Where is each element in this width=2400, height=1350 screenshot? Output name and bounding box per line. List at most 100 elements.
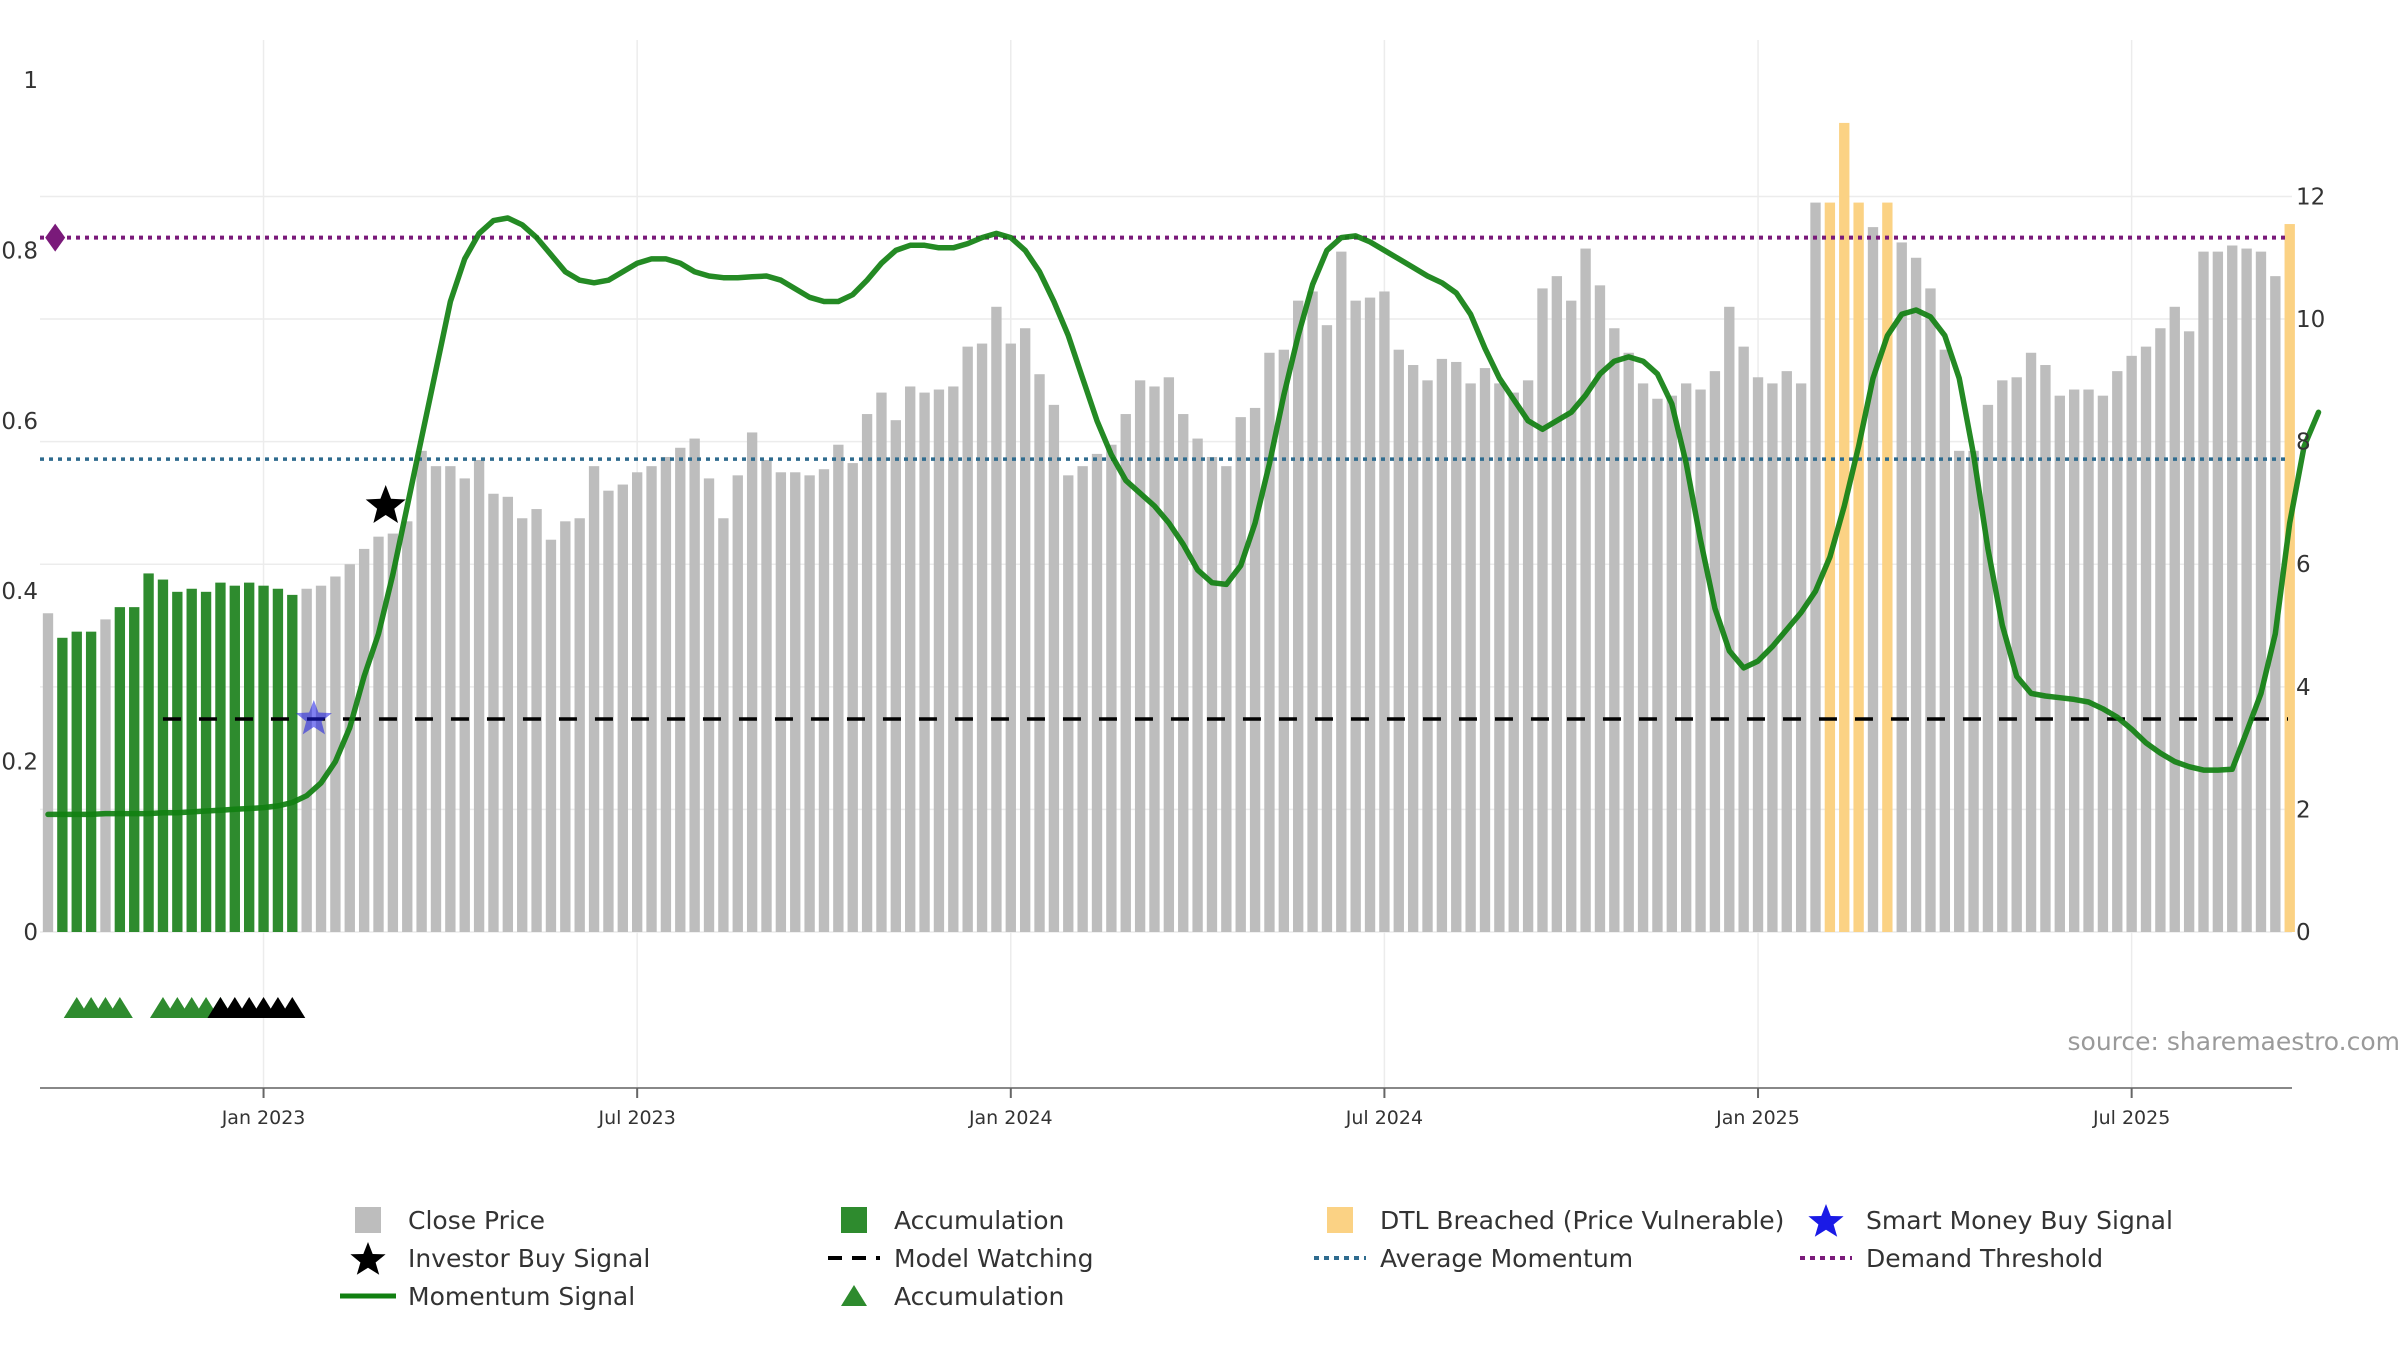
close-price-bar: [100, 619, 111, 932]
accumulation-triangle-green: [106, 997, 133, 1018]
close-price-bar: [919, 392, 930, 932]
accumulation-triangle-black: [279, 997, 306, 1018]
close-price-bar: [1997, 380, 2008, 932]
close-price-bar: [387, 533, 399, 932]
close-price-bar: [991, 306, 1002, 932]
y-right-tick-label: 2: [2296, 797, 2311, 823]
close-price-bar: [1709, 371, 1721, 932]
accumulation-bar: [258, 585, 269, 932]
close-price-bar: [2198, 251, 2209, 932]
accumulation-bar: [157, 579, 169, 932]
close-price-bar: [1134, 380, 1146, 932]
y-right-tick-label: 6: [2296, 552, 2311, 578]
close-price-bar: [545, 539, 557, 932]
close-price-bar: [833, 444, 844, 932]
close-price-bar: [42, 613, 54, 932]
close-price-bar: [1465, 383, 1476, 933]
close-price-bar: [416, 450, 427, 932]
close-price-bar: [1264, 352, 1275, 933]
close-price-bar: [703, 478, 715, 932]
close-price-bar: [1795, 383, 1807, 933]
close-price-bar: [617, 484, 628, 932]
close-price-bar: [847, 463, 858, 932]
close-price-bar: [358, 548, 370, 932]
close-price-bar: [517, 518, 528, 932]
accumulation-bar: [186, 588, 197, 932]
close-price-bar: [976, 343, 988, 932]
demand-threshold-marker: [45, 223, 66, 252]
close-price-bar: [1925, 288, 1936, 933]
close-price-bar: [2227, 245, 2238, 932]
close-price-bar: [1939, 349, 1951, 932]
y-left-tick-label: 1: [23, 68, 38, 94]
x-tick-label: Jul 2023: [598, 1107, 676, 1129]
close-price-bar: [2126, 355, 2137, 932]
y-left-tick-label: 0.8: [1, 238, 38, 264]
close-price-bar: [315, 585, 327, 932]
x-tick-label: Jan 2025: [1715, 1107, 1800, 1129]
close-price-bar: [2140, 346, 2152, 933]
close-price-bar: [1235, 417, 1246, 932]
y-right-tick-label: 0: [2296, 920, 2311, 946]
close-price-bar: [2025, 352, 2037, 933]
close-price-bar: [1954, 450, 1965, 932]
close-price-bar: [1149, 386, 1160, 932]
close-price-bar: [1594, 285, 1606, 932]
accumulation-bar: [114, 607, 126, 932]
close-price-bar: [1005, 343, 1016, 932]
lines-layer: [40, 215, 2322, 818]
close-price-bar: [1580, 248, 1591, 932]
close-price-bar: [1537, 288, 1548, 933]
close-price-bar: [1278, 349, 1289, 932]
dtl-breached-bar: [1853, 202, 1864, 932]
close-price-bar: [2097, 395, 2109, 932]
close-price-bar: [1422, 380, 1433, 932]
close-price-bar: [761, 460, 772, 932]
close-price-bar: [948, 386, 959, 932]
close-price-bar: [1350, 300, 1361, 932]
close-price-bar: [1077, 466, 1088, 932]
close-price-bar: [1609, 328, 1620, 932]
close-price-bar: [459, 478, 470, 932]
close-price-bar: [1666, 395, 1677, 932]
close-price-bar: [1091, 453, 1103, 932]
close-price-bar: [1982, 404, 1994, 933]
accumulation-bar: [272, 588, 284, 932]
close-price-bar: [861, 414, 873, 932]
close-price-bar: [1695, 389, 1706, 933]
close-price-bar: [1810, 202, 1821, 932]
close-price-bar: [1508, 392, 1519, 932]
close-price-bar: [2054, 395, 2065, 932]
accumulation-bar: [57, 637, 68, 932]
close-price-bar: [1364, 297, 1376, 932]
x-tick-label: Jul 2024: [1345, 1107, 1423, 1129]
close-price-bar: [1048, 404, 1060, 933]
close-price-bar: [301, 588, 312, 932]
close-price-bar: [2241, 248, 2252, 932]
close-price-bar: [1767, 383, 1778, 933]
close-price-bar: [933, 389, 945, 933]
close-price-bar: [344, 564, 355, 932]
x-tick-label: Jan 2024: [968, 1107, 1053, 1129]
close-price-bar: [2040, 365, 2051, 932]
close-price-bar: [1034, 374, 1045, 932]
close-price-bar: [1566, 300, 1577, 932]
y-left-tick-label: 0.4: [1, 579, 38, 605]
y-right-tick-label: 10: [2296, 307, 2325, 333]
close-price-bar: [488, 493, 499, 932]
markers-layer: [45, 223, 406, 1018]
y-right-tick-label: 12: [2296, 184, 2325, 210]
close-price-bar: [2169, 306, 2180, 932]
accumulation-bar: [129, 607, 140, 932]
dtl-breached-bar: [1882, 202, 1893, 932]
dtl-breached-bar: [1839, 122, 1850, 932]
close-price-bar: [1321, 325, 1333, 932]
close-price-bar: [1206, 456, 1218, 932]
close-price-bar: [718, 518, 729, 932]
x-tick-label: Jul 2025: [2092, 1107, 2170, 1129]
close-price-bar: [689, 438, 700, 932]
dtl-breached-bar: [2284, 224, 2295, 933]
close-price-bar: [890, 420, 902, 932]
close-price-bar: [2112, 371, 2123, 932]
close-price-bar: [473, 460, 485, 932]
